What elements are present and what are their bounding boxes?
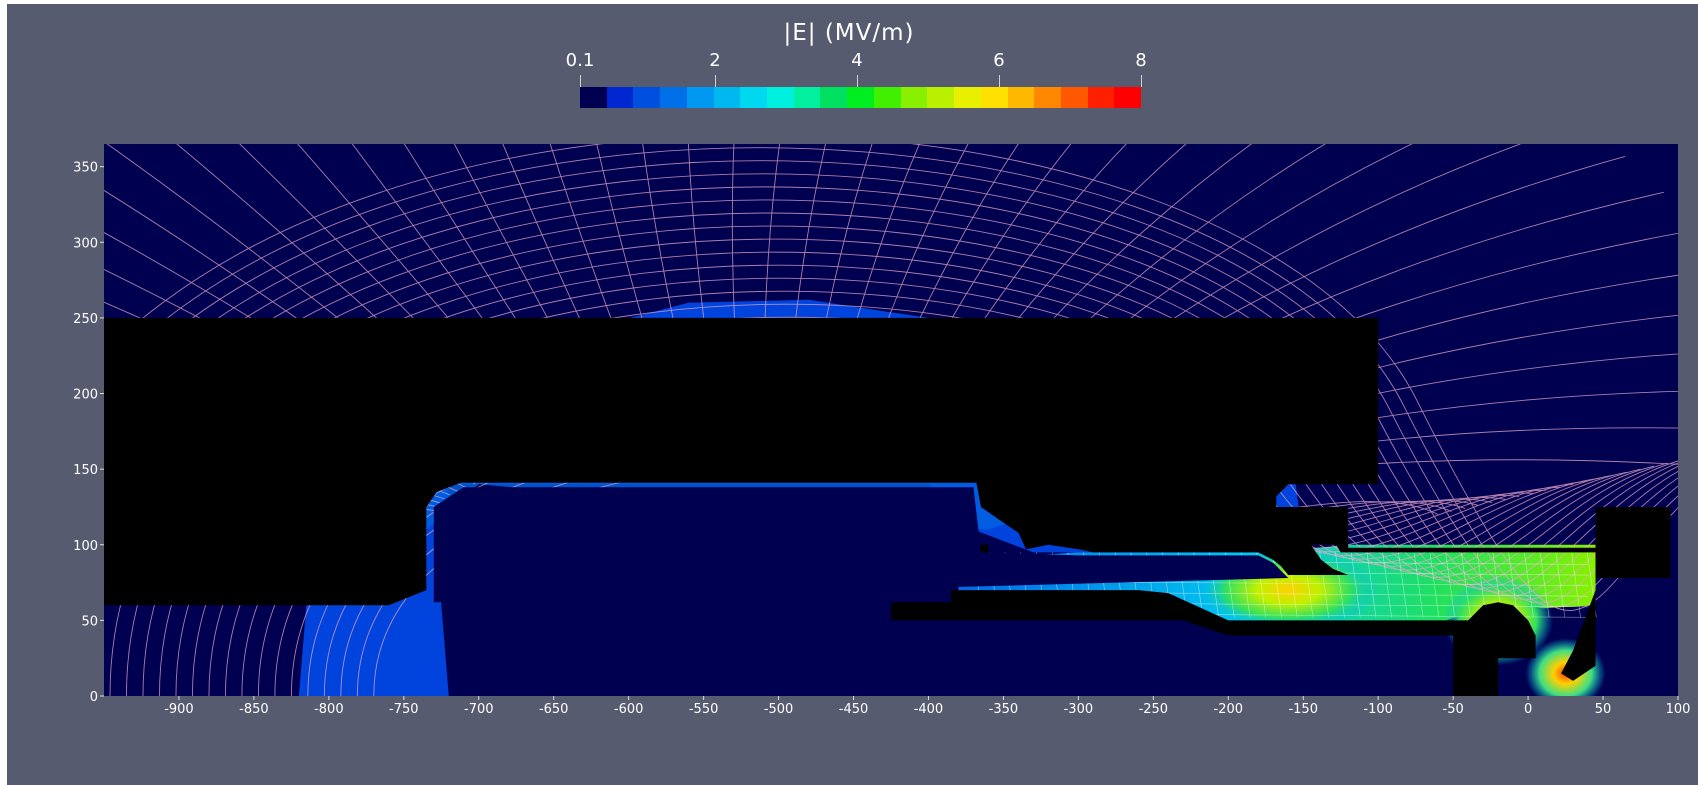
colorbar-tick-label: 0.1	[565, 50, 595, 71]
colorbar-swatch	[740, 87, 768, 108]
y-tick-label: 300	[73, 236, 98, 251]
colorbar-tick-mark	[856, 75, 858, 87]
x-tick-label: -350	[989, 702, 1019, 717]
gap-mesh-line	[1366, 552, 1377, 618]
x-tick-label: -600	[614, 702, 644, 717]
x-tick-label: 100	[1666, 702, 1691, 717]
x-tick-label: -500	[764, 702, 794, 717]
x-tick-label: -50	[1443, 702, 1464, 717]
colorbar-swatch	[1060, 87, 1088, 108]
gap-mesh-line	[1335, 552, 1345, 618]
x-tick-label: -700	[464, 702, 494, 717]
colorbar-swatch	[767, 87, 794, 108]
conductor-electrode	[104, 317, 1379, 606]
colorbar	[580, 75, 1142, 108]
y-tick-label: 200	[73, 388, 98, 403]
y-tick-label: 0	[90, 690, 98, 705]
equipotential-line	[104, 144, 1678, 611]
colorbar-swatch	[820, 87, 848, 108]
x-tick-label: -550	[689, 702, 719, 717]
colorbar-tick-label: 4	[851, 50, 863, 71]
colorbar-swatch	[633, 87, 661, 108]
x-tick-label: -150	[1288, 702, 1318, 717]
colorbar-swatch	[1034, 87, 1061, 108]
x-tick-label: -750	[389, 702, 419, 717]
colorbar-swatch	[1087, 87, 1115, 108]
y-tick-label: 250	[73, 312, 98, 327]
gap-mesh-line	[1350, 552, 1361, 618]
colorbar-tick-label: 6	[993, 50, 1005, 71]
colorbar-swatch	[793, 87, 821, 108]
x-tick-label: -850	[239, 702, 269, 717]
y-axis: 0 50 100 150 200 250 300 350	[73, 161, 104, 705]
colorbar-swatch	[927, 87, 955, 108]
x-tick-label: 50	[1595, 702, 1612, 717]
colorbar-tick-label: 8	[1135, 50, 1147, 71]
x-tick-label: -250	[1139, 702, 1169, 717]
colorbar-tick-mark	[1141, 75, 1142, 87]
colorbar-tick-mark	[998, 75, 1000, 87]
x-tick-label: -900	[164, 702, 194, 717]
colorbar-swatch	[1007, 87, 1035, 108]
y-tick-label: 100	[73, 539, 98, 554]
x-tick-label: -650	[539, 702, 569, 717]
x-tick-label: -300	[1064, 702, 1094, 717]
colorbar-title: |E| (MV/m)	[783, 20, 915, 46]
colorbar-swatch	[713, 87, 741, 108]
colorbar-swatch	[660, 87, 687, 108]
colorbar-swatch	[873, 87, 901, 108]
x-tick-label: -100	[1363, 702, 1393, 717]
colorbar-tick-mark	[580, 75, 581, 87]
y-tick-label: 350	[73, 161, 98, 176]
colorbar-swatch	[954, 87, 981, 108]
colorbar-swatch	[847, 87, 874, 108]
colorbar-swatch	[980, 87, 1008, 108]
equipotential-line	[104, 147, 1678, 608]
conductor-ground-right	[1265, 506, 1671, 681]
colorbar-swatch	[900, 87, 928, 108]
equipotential-line	[104, 160, 1678, 604]
electrode-interior	[433, 487, 1289, 603]
x-axis: -900 -850 -800 -750 -700 -650 -600 -550 -500 -450…	[164, 696, 1690, 717]
colorbar-tick-mark	[714, 75, 716, 87]
gap-mesh-line	[1272, 552, 1282, 618]
colorbar-swatch	[606, 87, 634, 108]
colorbar-swatch	[1114, 87, 1142, 108]
plot-area	[104, 144, 1678, 696]
x-tick-label: 0	[1524, 702, 1532, 717]
y-tick-label: 150	[73, 463, 98, 478]
colorbar-tick-label: 2	[709, 50, 721, 71]
x-tick-label: -800	[314, 702, 344, 717]
colorbar-swatch	[686, 87, 714, 108]
x-tick-label: -450	[839, 702, 869, 717]
x-tick-label: -400	[914, 702, 944, 717]
x-tick-label: -200	[1214, 702, 1244, 717]
colorbar-swatch	[580, 87, 607, 108]
y-tick-label: 50	[81, 614, 98, 629]
